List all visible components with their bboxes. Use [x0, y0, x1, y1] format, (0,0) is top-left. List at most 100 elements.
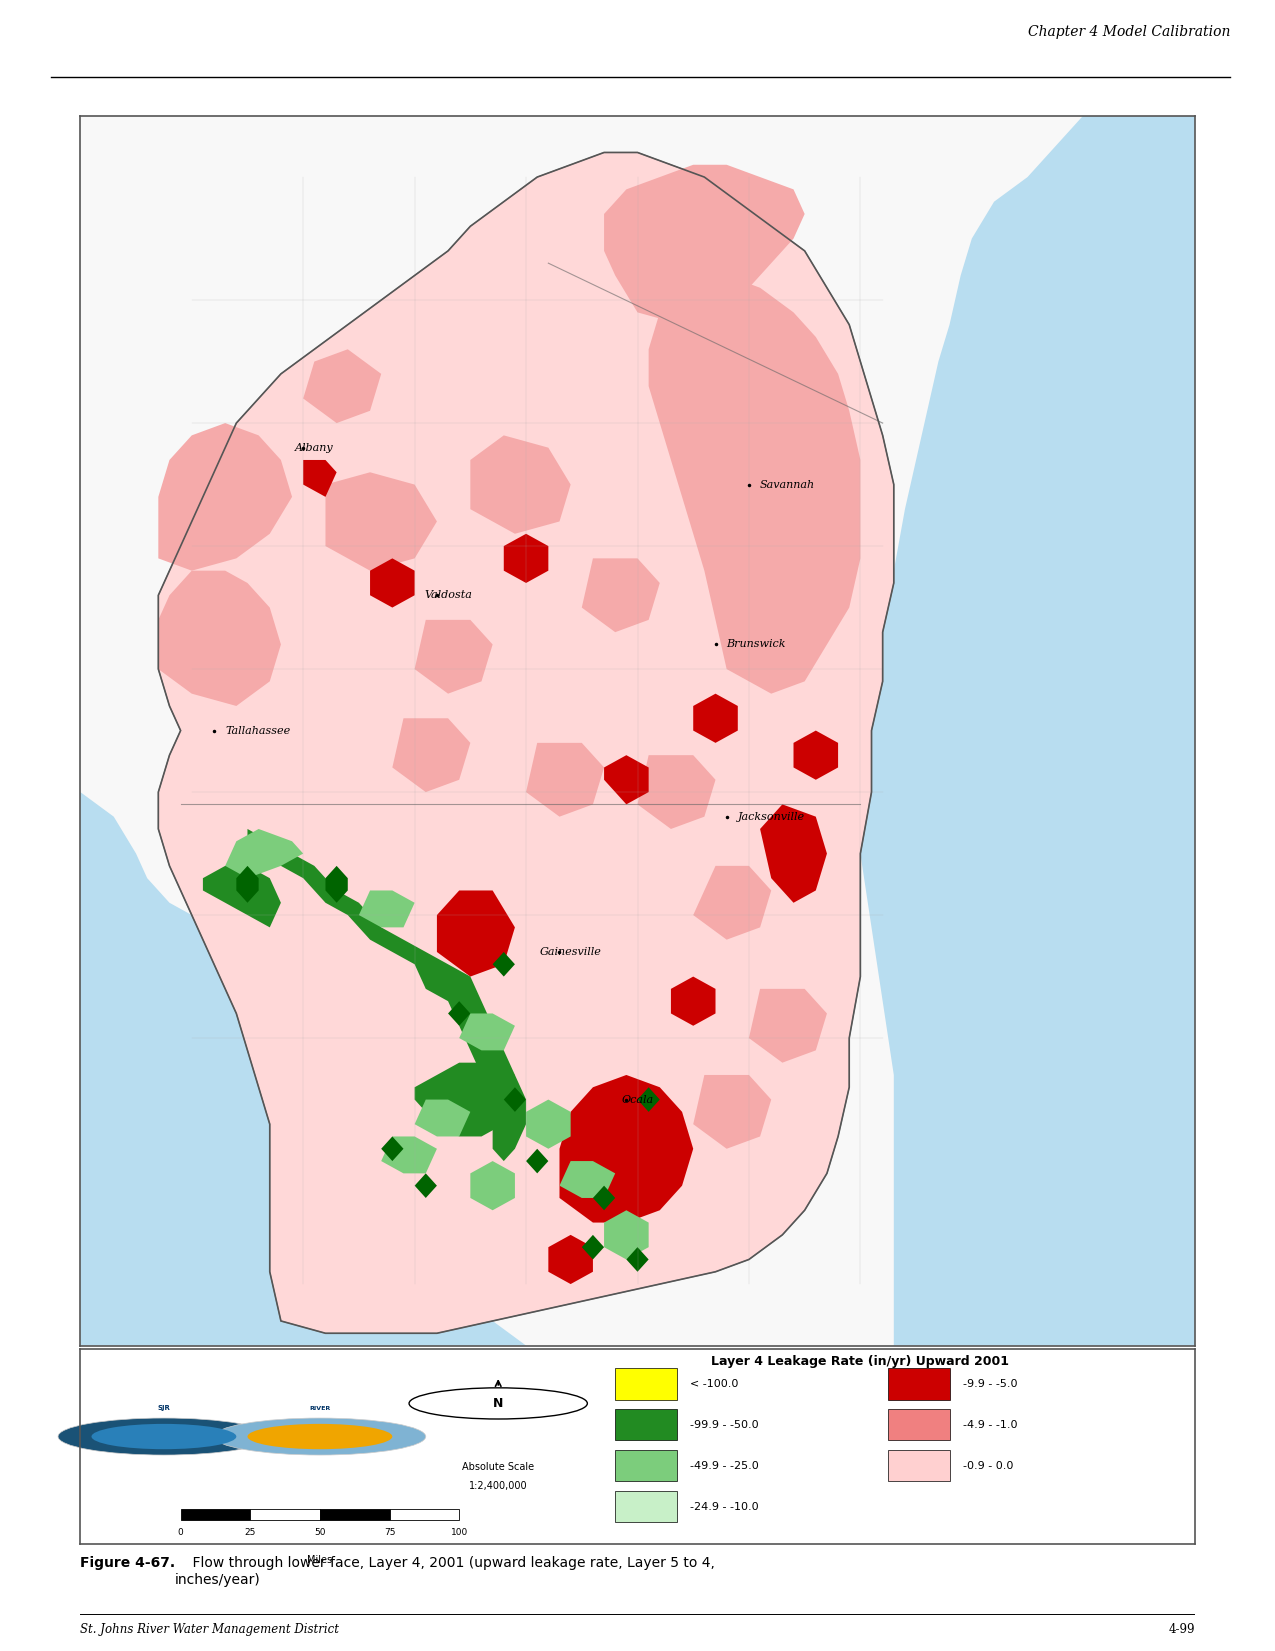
Bar	[616, 1450, 677, 1481]
Polygon shape	[414, 1063, 515, 1136]
Bar	[616, 1369, 677, 1400]
Polygon shape	[325, 472, 437, 571]
Polygon shape	[492, 953, 515, 977]
Polygon shape	[694, 1075, 771, 1149]
Text: < -100.0: < -100.0	[690, 1379, 738, 1388]
Circle shape	[59, 1418, 270, 1455]
Polygon shape	[527, 743, 604, 817]
Polygon shape	[325, 865, 348, 903]
Text: St. Johns River Water Management District: St. Johns River Water Management Distric…	[80, 1623, 339, 1636]
Polygon shape	[638, 1088, 659, 1111]
Circle shape	[92, 1423, 236, 1450]
Text: -99.9 - -50.0: -99.9 - -50.0	[690, 1420, 759, 1430]
Polygon shape	[448, 1001, 470, 1025]
Text: N: N	[493, 1397, 504, 1410]
Polygon shape	[203, 865, 280, 928]
Polygon shape	[527, 1100, 571, 1149]
Text: Brunswick: Brunswick	[727, 639, 787, 649]
Text: Figure 4-67.: Figure 4-67.	[80, 1557, 176, 1570]
Text: Miles: Miles	[307, 1555, 333, 1565]
Polygon shape	[459, 1014, 515, 1050]
Text: Valdosta: Valdosta	[425, 591, 472, 601]
Polygon shape	[861, 116, 1195, 1346]
Circle shape	[247, 1423, 393, 1450]
Polygon shape	[381, 1136, 403, 1161]
Polygon shape	[616, 1124, 659, 1174]
Polygon shape	[158, 152, 894, 1334]
Polygon shape	[694, 865, 771, 939]
Polygon shape	[470, 436, 571, 533]
Polygon shape	[793, 731, 838, 779]
Text: 0: 0	[177, 1529, 184, 1537]
Polygon shape	[560, 1075, 694, 1222]
Polygon shape	[370, 558, 414, 608]
Polygon shape	[470, 1161, 515, 1210]
Text: -4.9 - -1.0: -4.9 - -1.0	[963, 1420, 1017, 1430]
Polygon shape	[671, 977, 715, 1025]
Text: SJR: SJR	[158, 1405, 171, 1412]
Text: 75: 75	[384, 1529, 395, 1537]
Polygon shape	[393, 718, 470, 792]
Bar	[889, 1369, 950, 1400]
Bar	[616, 1491, 677, 1522]
Bar	[181, 1509, 250, 1521]
Polygon shape	[748, 989, 827, 1063]
Polygon shape	[548, 1235, 593, 1284]
Polygon shape	[504, 1088, 527, 1111]
Polygon shape	[414, 619, 492, 693]
Text: Chapter 4 Model Calibration: Chapter 4 Model Calibration	[1028, 25, 1230, 38]
Text: Ocala: Ocala	[621, 1095, 654, 1105]
Polygon shape	[226, 829, 303, 878]
Circle shape	[214, 1418, 426, 1455]
Polygon shape	[80, 116, 1195, 1346]
Text: Jacksonville: Jacksonville	[738, 812, 805, 822]
Polygon shape	[604, 755, 649, 804]
Bar	[320, 1509, 390, 1521]
Text: 1:2,400,000: 1:2,400,000	[469, 1481, 528, 1491]
Polygon shape	[694, 693, 738, 743]
Bar	[390, 1509, 459, 1521]
Polygon shape	[604, 165, 805, 325]
Text: 100: 100	[450, 1529, 468, 1537]
Polygon shape	[303, 350, 381, 423]
Polygon shape	[437, 890, 515, 977]
Text: Gainesville: Gainesville	[539, 948, 602, 958]
Text: Layer 4 Leakage Rate (in/yr) Upward 2001: Layer 4 Leakage Rate (in/yr) Upward 2001	[711, 1355, 1010, 1367]
Polygon shape	[649, 276, 861, 693]
Text: Tallahassee: Tallahassee	[226, 725, 291, 736]
Text: -24.9 - -10.0: -24.9 - -10.0	[690, 1502, 759, 1512]
Text: Absolute Scale: Absolute Scale	[462, 1461, 534, 1471]
Bar	[616, 1410, 677, 1440]
Polygon shape	[236, 865, 259, 903]
Text: RIVER: RIVER	[310, 1407, 330, 1412]
Polygon shape	[760, 804, 827, 903]
Polygon shape	[527, 1149, 548, 1174]
Text: Albany: Albany	[295, 442, 334, 452]
Text: Flow through lower face, Layer 4, 2001 (upward leakage rate, Layer 5 to 4,
inche: Flow through lower face, Layer 4, 2001 (…	[175, 1557, 715, 1587]
Polygon shape	[414, 1174, 437, 1199]
Bar	[889, 1410, 950, 1440]
Text: -0.9 - 0.0: -0.9 - 0.0	[963, 1461, 1014, 1471]
Polygon shape	[504, 533, 548, 583]
Polygon shape	[303, 461, 337, 497]
Text: 25: 25	[245, 1529, 256, 1537]
Polygon shape	[414, 1100, 470, 1136]
Polygon shape	[158, 571, 280, 707]
Text: 50: 50	[314, 1529, 325, 1537]
Polygon shape	[581, 1235, 604, 1260]
Bar	[889, 1450, 950, 1481]
Polygon shape	[638, 755, 715, 829]
Polygon shape	[80, 792, 527, 1346]
Text: -49.9 - -25.0: -49.9 - -25.0	[690, 1461, 759, 1471]
Text: Savannah: Savannah	[760, 479, 815, 490]
Polygon shape	[381, 1136, 437, 1174]
Polygon shape	[626, 1247, 649, 1271]
Polygon shape	[247, 829, 527, 1161]
Polygon shape	[470, 1063, 515, 1111]
Polygon shape	[604, 1210, 649, 1260]
Text: 4-99: 4-99	[1168, 1623, 1195, 1636]
Bar	[250, 1509, 320, 1521]
Polygon shape	[360, 890, 414, 928]
Text: -9.9 - -5.0: -9.9 - -5.0	[963, 1379, 1017, 1388]
Polygon shape	[158, 423, 292, 571]
